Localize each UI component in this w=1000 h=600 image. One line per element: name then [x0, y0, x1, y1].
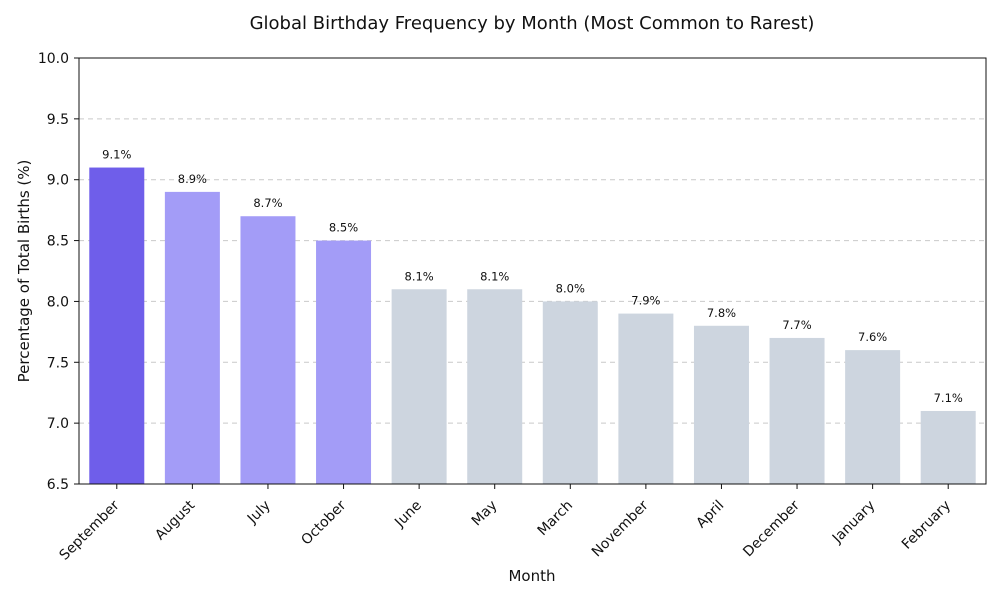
- x-axis-title: Month: [508, 567, 555, 585]
- x-tick-label: June: [391, 498, 425, 532]
- y-tick-label: 7.5: [47, 355, 69, 371]
- data-label: 8.1%: [480, 269, 509, 283]
- bar: [769, 337, 825, 484]
- data-label: 8.1%: [405, 269, 434, 283]
- bar: [845, 350, 901, 484]
- plot-frame: [78, 57, 987, 485]
- y-tick-label: 8.0: [47, 294, 69, 310]
- bar: [693, 325, 749, 484]
- y-tick-label: 8.5: [47, 234, 69, 250]
- bar: [467, 289, 523, 484]
- bar: [542, 301, 598, 484]
- bar: [391, 289, 447, 484]
- x-tick-label: July: [244, 498, 274, 528]
- chart-title: Global Birthday Frequency by Month (Most…: [250, 13, 815, 34]
- bar: [618, 313, 674, 484]
- x-tick-label: April: [693, 498, 727, 532]
- bar: [164, 191, 220, 484]
- bar: [240, 216, 296, 484]
- data-label: 7.9%: [631, 294, 660, 308]
- data-label: 7.7%: [782, 318, 811, 332]
- x-tick-label: March: [535, 498, 576, 539]
- x-tick-label: February: [899, 498, 954, 553]
- y-tick-label: 7.0: [47, 416, 69, 432]
- bar: [89, 167, 145, 485]
- data-label: 8.0%: [556, 281, 585, 295]
- x-tick-label: September: [57, 497, 123, 563]
- data-label: 7.8%: [707, 306, 736, 320]
- x-tick-label: November: [589, 497, 652, 560]
- y-tick-label: 9.5: [47, 112, 69, 128]
- y-tick-label: 6.5: [47, 477, 69, 493]
- x-tick-label: August: [152, 497, 198, 543]
- data-label-layer: 9.1% 8.9% 8.7% 8.5% 8.1% 8.1% 8.0% 7.9% 7.8% 7.7%…: [102, 148, 963, 405]
- bar: [316, 240, 372, 484]
- data-label: 8.5%: [329, 221, 358, 235]
- data-label: 8.9%: [178, 172, 207, 186]
- y-axis-title: Percentage of Total Births (%): [15, 160, 33, 383]
- y-tick-label: 9.0: [47, 173, 69, 189]
- x-tick-label: October: [298, 497, 349, 548]
- data-label: 7.6%: [858, 330, 887, 344]
- data-label: 8.7%: [253, 196, 282, 210]
- y-tick-label: 10.0: [38, 51, 69, 67]
- bar-layer: [89, 167, 976, 485]
- data-label: 9.1%: [102, 148, 131, 162]
- grid-layer: [79, 118, 986, 424]
- data-label: 7.1%: [934, 391, 963, 405]
- bar: [920, 410, 976, 484]
- x-tick-label: May: [469, 498, 501, 530]
- x-tick-label: December: [740, 497, 803, 560]
- x-tick-label: January: [829, 498, 879, 548]
